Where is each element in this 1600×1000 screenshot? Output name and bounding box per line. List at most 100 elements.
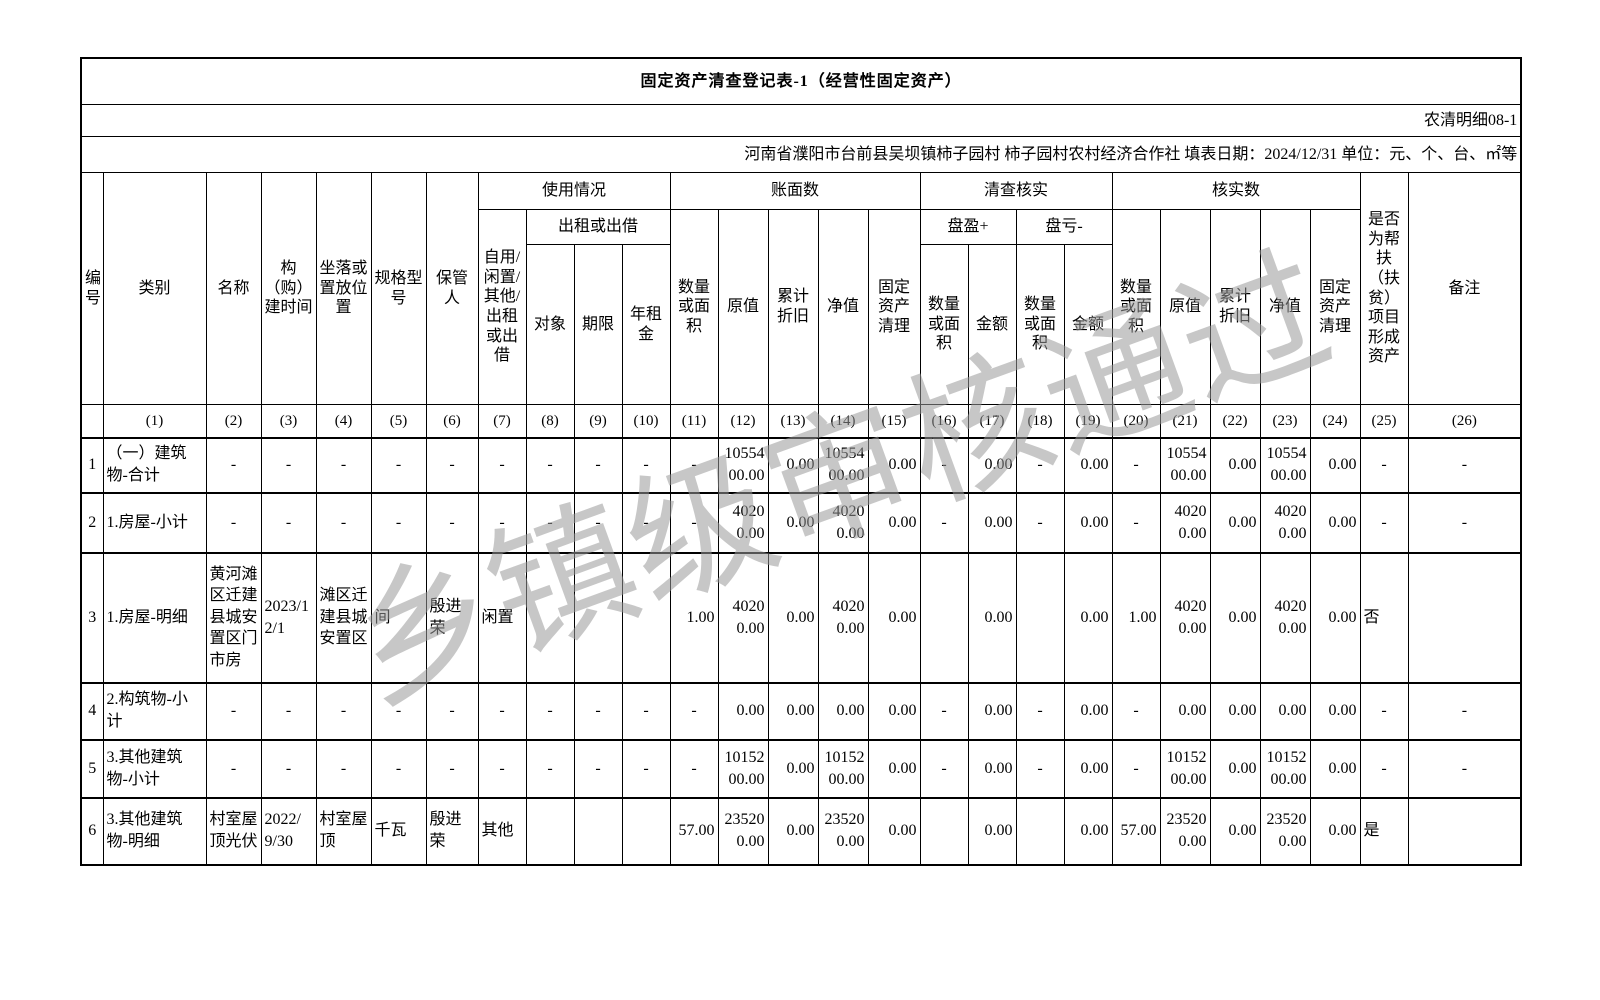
col-header-book-qty: 数量或面积 [669, 209, 719, 405]
cell: 0.00 [817, 682, 869, 741]
cell: - [260, 437, 317, 494]
column-number: (25) [1359, 404, 1409, 439]
col-header-loss-amount: 金额 [1063, 244, 1113, 405]
cell: 235200.00 [1259, 797, 1311, 866]
cell: - [669, 682, 719, 741]
cell: 1055400.00 [1159, 437, 1211, 494]
col-header-verified-clearing: 固定资产清理 [1309, 209, 1361, 405]
cell: - [370, 682, 427, 741]
cell: 0.00 [1309, 739, 1361, 799]
cell: 0.00 [1309, 682, 1361, 741]
cell: 0.00 [717, 682, 769, 741]
cell: - [1111, 682, 1161, 741]
cell [621, 797, 671, 866]
cell: - [1359, 437, 1409, 494]
cell: 40200.00 [1159, 492, 1211, 554]
cell [1015, 797, 1065, 866]
cell: 0.00 [867, 797, 921, 866]
col-header-loss-qty: 数量或面积 [1015, 244, 1065, 405]
cell: - [525, 682, 575, 741]
col-group-rent: 出租或出借 [525, 209, 671, 245]
cell: 40200.00 [1159, 552, 1211, 684]
cell: 40200.00 [717, 492, 769, 554]
cell: 0.00 [867, 552, 921, 684]
column-number: (4) [315, 404, 372, 439]
col-header-verified-original-value: 原值 [1159, 209, 1211, 405]
cell: 0.00 [967, 552, 1017, 684]
cell: 1 [80, 437, 104, 494]
col-header-book-clearing: 固定资产清理 [867, 209, 921, 405]
cell [919, 552, 969, 684]
table-row: 3 1.房屋-明细 黄河滩区迁建县城安置区门市房 2023/12/1 滩区迁建县城安置区… [80, 552, 1522, 684]
column-number-row: (1) (2) (3) (4) (5) (6) (7) (8) (9) (10) (11) (12)(… [80, 404, 1522, 439]
cell: - [621, 739, 671, 799]
cell: 0.00 [967, 797, 1017, 866]
cell: - [1359, 682, 1409, 741]
cell: - [205, 682, 262, 741]
cell: - [1111, 437, 1161, 494]
column-number: (19) [1063, 404, 1113, 439]
cell [1407, 552, 1522, 684]
column-number: (13) [767, 404, 819, 439]
cell: - [260, 682, 317, 741]
cell: 1055400.00 [817, 437, 869, 494]
col-header-num: 编号 [80, 172, 104, 405]
cell: 2.构筑物-小计 [102, 682, 207, 741]
col-header-surplus-qty: 数量或面积 [919, 244, 969, 405]
cell: - [669, 492, 719, 554]
form-code: 农清明细08-1 [80, 104, 1522, 137]
column-number: (26) [1407, 404, 1522, 439]
column-number [80, 404, 104, 439]
cell: - [1015, 492, 1065, 554]
cell: - [1015, 682, 1065, 741]
col-group-book: 账面数 [669, 172, 921, 210]
cell: 1015200.00 [1159, 739, 1211, 799]
col-header-name: 名称 [205, 172, 262, 405]
cell: 235200.00 [817, 797, 869, 866]
cell: - [525, 739, 575, 799]
cell: - [621, 437, 671, 494]
cell [525, 552, 575, 684]
cell: 5 [80, 739, 104, 799]
column-number: (24) [1309, 404, 1361, 439]
column-number: (15) [867, 404, 921, 439]
cell: 殷进荣 [425, 552, 479, 684]
cell: 1015200.00 [1259, 739, 1311, 799]
cell: 0.00 [1309, 797, 1361, 866]
cell: 0.00 [767, 552, 819, 684]
col-header-rent-annual: 年租金 [621, 244, 671, 405]
cell: 0.00 [1063, 437, 1113, 494]
column-number: (17) [967, 404, 1017, 439]
column-number: (11) [669, 404, 719, 439]
col-header-keeper: 保管人 [425, 172, 479, 405]
table-row: 6 3.其他建筑物-明细 村室屋顶光伏 2022/9/30 村室屋顶 千瓦 殷进荣 其他 57.… [80, 797, 1522, 866]
cell: - [621, 492, 671, 554]
cell: 0.00 [1063, 492, 1113, 554]
column-number: (8) [525, 404, 575, 439]
cell: - [1111, 739, 1161, 799]
page-title: 固定资产清查登记表-1（经营性固定资产） [80, 57, 1522, 105]
cell: - [315, 739, 372, 799]
col-header-book-net-value: 净值 [817, 209, 869, 405]
cell: - [205, 437, 262, 494]
column-number: (12) [717, 404, 769, 439]
cell: 村室屋顶光伏 [205, 797, 262, 866]
cell: 0.00 [1159, 682, 1211, 741]
cell: 0.00 [1209, 797, 1261, 866]
info-line: 河南省濮阳市台前县吴坝镇柿子园村 柿子园村农村经济合作社 填表日期：2024/1… [80, 136, 1522, 173]
cell: 殷进荣 [425, 797, 479, 866]
cell: 千瓦 [370, 797, 427, 866]
cell: 0.00 [767, 492, 819, 554]
cell: - [260, 739, 317, 799]
cell: - [1015, 437, 1065, 494]
col-group-verified: 核实数 [1111, 172, 1361, 210]
cell: 0.00 [767, 797, 819, 866]
column-number: (22) [1209, 404, 1261, 439]
cell: 0.00 [867, 739, 921, 799]
header-group-row: 编号 类别 名称 构（购）建时间 坐落或置放位置 规格型号 保管人 使用情况 账… [80, 172, 1522, 405]
cell: - [205, 739, 262, 799]
cell: 2023/12/1 [260, 552, 317, 684]
header-leaf-row: 对象 期限 年租金 数量或面积 金额 数量或面积 金额 [81, 244, 1521, 405]
col-header-build-time: 构（购）建时间 [260, 172, 317, 405]
